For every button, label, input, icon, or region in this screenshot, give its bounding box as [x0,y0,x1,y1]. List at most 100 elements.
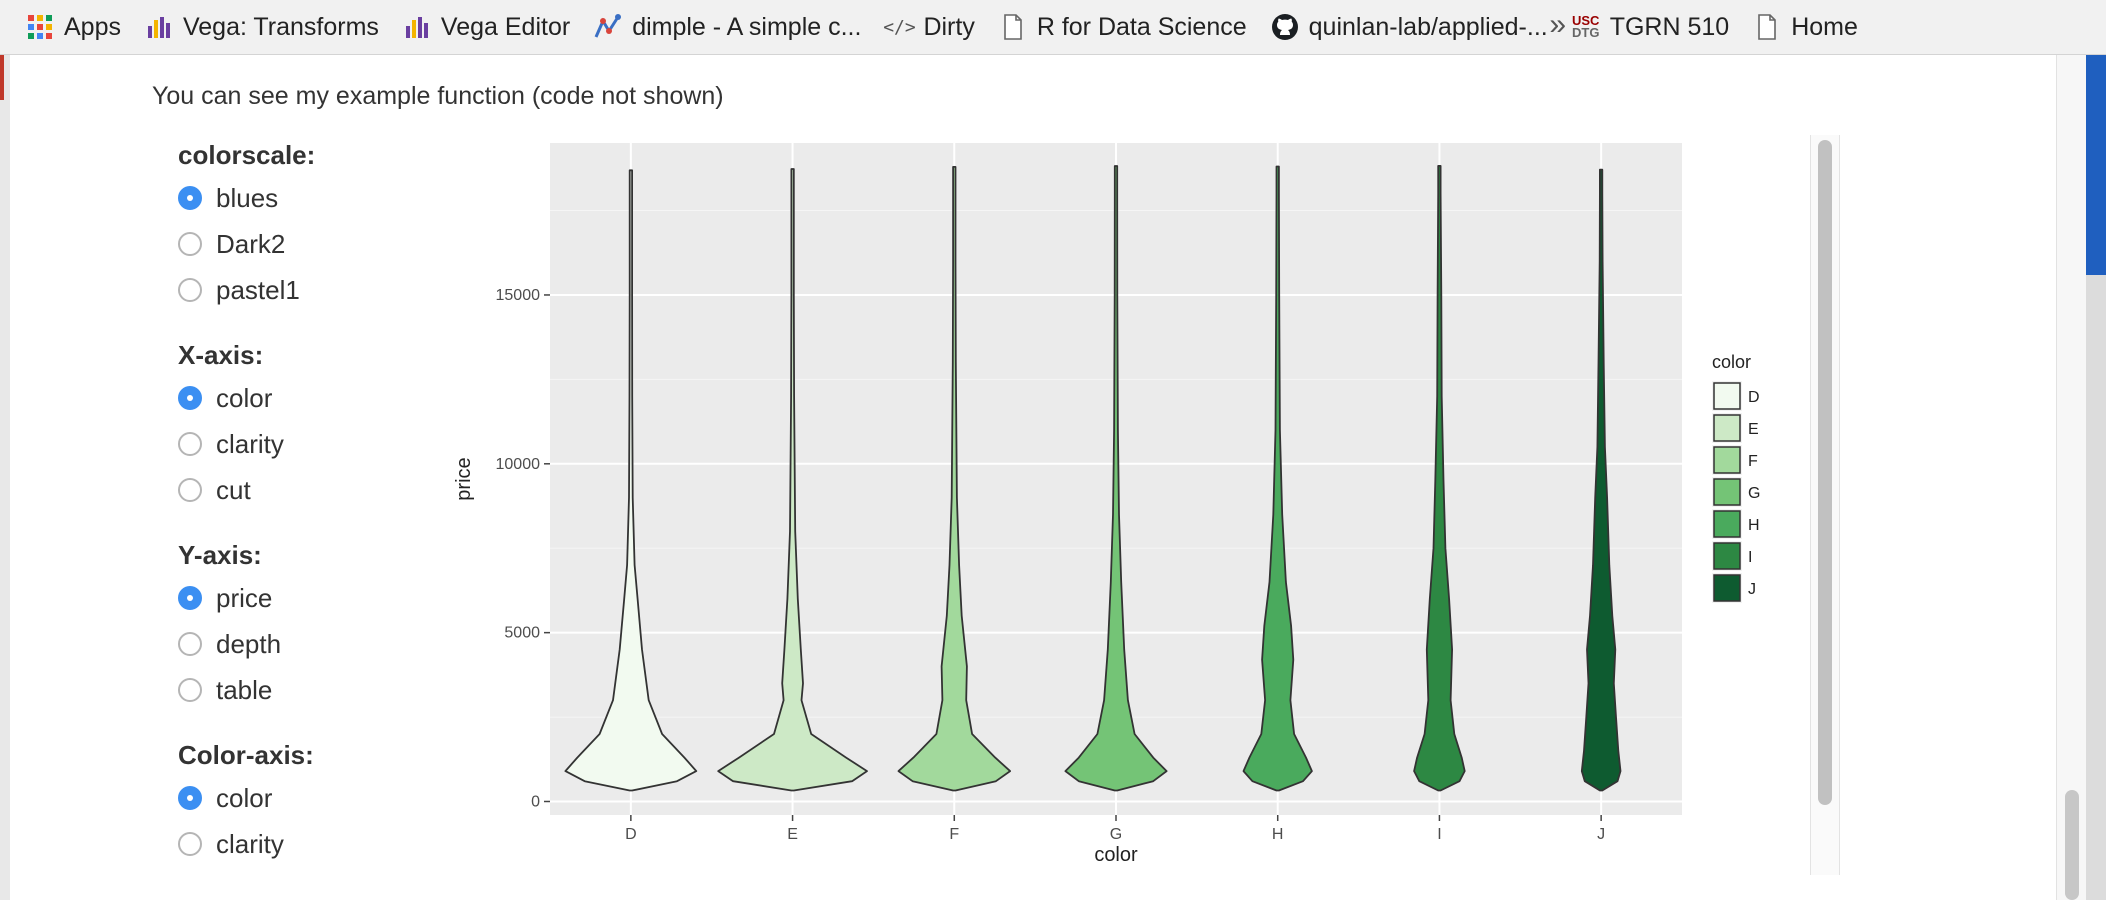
colorscale-option-blues[interactable]: blues [178,175,315,221]
y-tick-label: 10000 [496,456,541,473]
radio-button[interactable] [178,432,202,456]
option-label: pastel1 [216,274,300,305]
x-tick-label: F [949,826,959,843]
x-tick-label: E [787,826,798,843]
github-icon [1271,13,1299,41]
radio-button[interactable] [178,786,202,810]
x-axis-option-clarity[interactable]: clarity [178,421,315,467]
x-tick-label: G [1110,826,1122,843]
bookmark-quinlan-lab[interactable]: quinlan-lab/applied-... [1271,7,1548,47]
bookmark-label: quinlan-lab/applied-... [1308,12,1548,41]
legend-label: E [1748,421,1759,438]
bookmark-dimple[interactable]: dimple - A simple c... [594,7,861,47]
radio-button[interactable] [178,232,202,256]
violin-J [1580,168,1622,792]
radio-button[interactable] [178,586,202,610]
y-axis-label: Y-axis: [178,540,262,570]
legend-swatch-E [1713,414,1741,442]
bookmark-label: dimple - A simple c... [632,12,862,41]
code-icon: </> [883,16,916,38]
colorscale-group: colorscale: blues Dark2 pastel1 [178,135,315,313]
background-window-strip [2086,55,2106,900]
bookmark-apps[interactable]: Apps [26,7,121,47]
page-icon [1753,13,1781,41]
bookmark-tgrn510[interactable]: USC DTG TGRN 510 [1572,7,1729,47]
colorscale-label: colorscale: [178,140,316,170]
color-axis-option-clarity[interactable]: clarity [178,821,315,867]
bookmark-label: Dirty [923,12,975,41]
y-tick-label: 0 [531,793,540,810]
colorscale-option-pastel1[interactable]: pastel1 [178,267,315,313]
bookmark-label: R for Data Science [1036,12,1247,41]
legend-swatch-D [1713,382,1741,410]
bookmark-dirty[interactable]: </> Dirty [883,7,975,47]
bookmark-vega-editor[interactable]: Vega Editor [403,7,570,47]
violin-E [717,168,868,792]
vega-icon [145,13,173,41]
bookmark-label: Vega: Transforms [182,12,379,41]
bookmark-r-for-data-science[interactable]: R for Data Science [999,7,1247,47]
legend-swatch-F [1713,446,1741,474]
radio-button[interactable] [178,278,202,302]
y-tick-label: 15000 [496,287,541,304]
radio-button[interactable] [178,678,202,702]
bookmark-label: Vega Editor [440,12,571,41]
legend-title: color [1712,352,1751,372]
violin-F [897,166,1011,792]
x-tick-label: I [1437,826,1441,843]
violin-D [564,169,698,792]
option-label: blues [216,182,279,213]
radio-button[interactable] [178,832,202,856]
legend-label: F [1748,453,1758,470]
legend-swatch-H [1713,510,1741,538]
colorscale-option-dark2[interactable]: Dark2 [178,221,315,267]
option-label: color [216,382,273,413]
legend-swatch-J [1713,574,1741,602]
radio-button[interactable] [178,386,202,410]
x-axis-option-cut[interactable]: cut [178,467,315,513]
control-panel: colorscale: blues Dark2 pastel1 X-axis: … [178,135,315,889]
radio-button[interactable] [178,632,202,656]
legend-label: J [1748,581,1756,598]
x-axis-option-color[interactable]: color [178,375,315,421]
y-axis-title: price [453,457,475,500]
y-axis-group: Y-axis: price depth table [178,535,315,713]
color-axis-option-color[interactable]: color [178,775,315,821]
x-axis-label: X-axis: [178,340,264,370]
option-label: price [216,582,273,613]
option-label: cut [216,474,251,505]
y-axis-option-depth[interactable]: depth [178,621,315,667]
bookmarks-overflow-button[interactable]: » [1549,8,1566,41]
bookmarks-bar: Apps Vega: Transforms Vega Editor dimple… [0,0,2106,55]
radio-button[interactable] [178,478,202,502]
x-axis-group: X-axis: color clarity cut [178,335,315,513]
x-tick-label: D [625,826,637,843]
bookmark-vega-transforms[interactable]: Vega: Transforms [145,7,379,47]
violin-I [1413,165,1466,792]
y-axis-option-price[interactable]: price [178,575,315,621]
option-label: clarity [216,828,284,859]
violin-H [1242,165,1313,792]
dimple-icon [594,13,622,41]
output-scrollbar[interactable] [1810,135,1840,875]
legend-swatch-I [1713,542,1741,570]
option-label: clarity [216,428,284,459]
option-label: depth [216,628,282,659]
window-left-edge [0,55,10,900]
output-scrollbar-thumb[interactable] [1818,140,1832,805]
option-label: Dark2 [216,228,286,259]
radio-button[interactable] [178,186,202,210]
option-label: color [216,782,273,813]
page-scrollbar-thumb[interactable] [2065,790,2079,900]
legend-label: G [1748,485,1760,502]
usc-icon: USC DTG [1571,13,1600,40]
bookmark-home[interactable]: Home [1753,7,1858,47]
option-label: table [216,674,273,705]
y-tick-label: 5000 [504,625,540,642]
page-scrollbar[interactable] [2056,55,2087,900]
x-tick-label: J [1597,826,1605,843]
y-axis-option-table[interactable]: table [178,667,315,713]
x-tick-label: H [1272,826,1284,843]
